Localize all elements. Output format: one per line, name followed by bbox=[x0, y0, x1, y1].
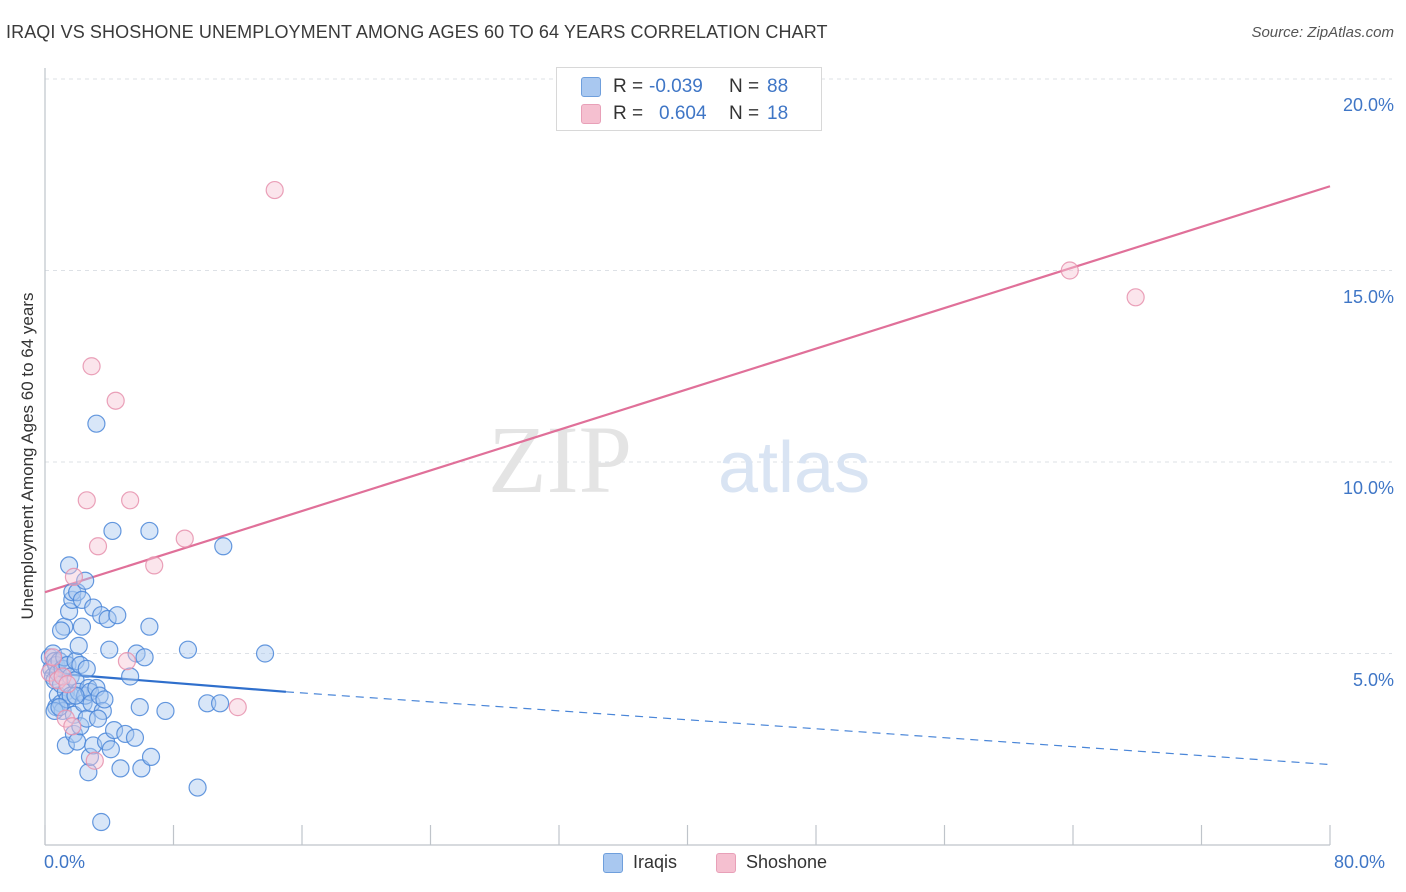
iraqis-point bbox=[59, 602, 79, 621]
shoshone-point bbox=[64, 567, 84, 587]
iraqis-point bbox=[130, 698, 149, 717]
iraqis-point bbox=[125, 728, 145, 747]
iraqis-point bbox=[108, 606, 127, 625]
axes bbox=[44, 68, 1331, 846]
iraqis-point bbox=[79, 763, 98, 782]
y-tick-label: 10.0% bbox=[1342, 478, 1394, 498]
shoshone-point bbox=[117, 652, 137, 671]
iraqis-point bbox=[72, 617, 92, 636]
iraqis-point bbox=[100, 640, 119, 659]
x-tick-right: 80.0% bbox=[1334, 852, 1386, 872]
iraqis-point bbox=[255, 644, 275, 663]
y-tick-label: 5.0% bbox=[1352, 669, 1394, 690]
iraqis-point bbox=[103, 521, 122, 541]
shoshone-point bbox=[145, 556, 164, 575]
legend-swatch-shoshone bbox=[581, 104, 601, 124]
bottom-legend-shoshone: Shoshone bbox=[716, 852, 827, 873]
legend-r-value: -0.039 bbox=[649, 76, 703, 97]
source-label: Source: ZipAtlas.com bbox=[1251, 24, 1394, 41]
legend: R = -0.039 N = 88 R = 0.604 N = 18 bbox=[556, 67, 822, 131]
legend-r-label: R = bbox=[613, 76, 644, 97]
shoshone-point bbox=[85, 751, 104, 770]
iraqis-point bbox=[92, 812, 111, 832]
iraqis-point bbox=[140, 617, 159, 636]
bottom-legend-iraqis: Iraqis bbox=[603, 852, 677, 873]
legend-n-value: 88 bbox=[767, 76, 789, 97]
iraqis-point bbox=[188, 778, 207, 797]
shoshone-points bbox=[40, 180, 1145, 770]
legend-r-label: R = bbox=[613, 103, 644, 124]
y-tick-label: 15.0% bbox=[1342, 286, 1394, 307]
iraqis-point bbox=[88, 709, 108, 728]
iraqis-point bbox=[198, 694, 217, 713]
iraqis-point bbox=[214, 537, 233, 556]
legend-r-value: 0.604 bbox=[659, 103, 707, 124]
watermark-zip: ZIP bbox=[488, 406, 632, 513]
shoshone-point bbox=[228, 698, 247, 717]
shoshone-point bbox=[88, 537, 108, 556]
shoshone-point bbox=[121, 491, 140, 510]
iraqis-points bbox=[40, 414, 275, 832]
iraqis-point bbox=[101, 740, 120, 759]
shoshone-point bbox=[265, 180, 284, 200]
shoshone-point bbox=[63, 717, 82, 736]
shoshone-point bbox=[1126, 288, 1145, 307]
legend-row-shoshone: R = 0.604 N = 18 bbox=[581, 102, 788, 126]
iraqis-trend-line-dashed bbox=[285, 691, 1331, 766]
shoshone-point bbox=[1060, 261, 1079, 280]
gridlines bbox=[45, 78, 1392, 654]
iraqis-point bbox=[210, 694, 230, 713]
iraqis-point bbox=[76, 571, 95, 590]
iraqis-point bbox=[59, 556, 79, 575]
iraqis-trend-line bbox=[44, 671, 287, 693]
iraqis-point bbox=[51, 621, 71, 640]
iraqis-point bbox=[121, 667, 140, 686]
iraqis-point bbox=[77, 659, 96, 678]
iraqis-point bbox=[63, 583, 82, 602]
iraqis-point bbox=[135, 648, 154, 667]
shoshone-point bbox=[82, 357, 101, 376]
shoshone-point bbox=[43, 648, 63, 667]
watermark-atlas: atlas bbox=[718, 428, 870, 508]
iraqis-point bbox=[68, 732, 87, 751]
trend-lines bbox=[44, 185, 1331, 766]
iraqis-point bbox=[50, 698, 69, 717]
iraqis-point bbox=[95, 690, 114, 709]
iraqis-point bbox=[178, 640, 198, 659]
shoshone-point bbox=[77, 491, 96, 510]
legend-n-label: N = bbox=[729, 76, 760, 97]
iraqis-point bbox=[140, 521, 159, 541]
iraqis-point bbox=[104, 720, 124, 740]
chart-title: IRAQI VS SHOSHONE UNEMPLOYMENT AMONG AGE… bbox=[6, 22, 828, 42]
bottom-legend-swatch-shoshone bbox=[716, 852, 736, 873]
watermark: ZIP atlas bbox=[488, 406, 870, 513]
shoshone-trend-line bbox=[44, 185, 1331, 594]
legend-n-label: N = bbox=[729, 103, 760, 124]
iraqis-point bbox=[116, 724, 135, 744]
shoshone-point bbox=[106, 391, 125, 410]
bottom-legend-label-iraqis: Iraqis bbox=[633, 852, 678, 872]
shoshone-point bbox=[58, 675, 77, 694]
legend-row-iraqis: R = -0.039 N = 88 bbox=[581, 75, 788, 99]
bottom-legend-label-shoshone: Shoshone bbox=[746, 852, 828, 872]
iraqis-point bbox=[156, 701, 175, 721]
bottom-legend-swatch-iraqis bbox=[603, 852, 623, 873]
iraqis-point bbox=[141, 747, 161, 767]
y-tick-label: 20.0% bbox=[1342, 95, 1394, 115]
iraqis-point bbox=[87, 414, 106, 433]
iraqis-point bbox=[111, 759, 130, 778]
x-tick-left: 0.0% bbox=[44, 852, 86, 872]
iraqis-point bbox=[69, 636, 88, 655]
shoshone-point bbox=[175, 529, 194, 548]
iraqis-point bbox=[98, 609, 117, 629]
legend-swatch-iraqis bbox=[581, 77, 601, 97]
legend-n-value: 18 bbox=[767, 103, 789, 124]
